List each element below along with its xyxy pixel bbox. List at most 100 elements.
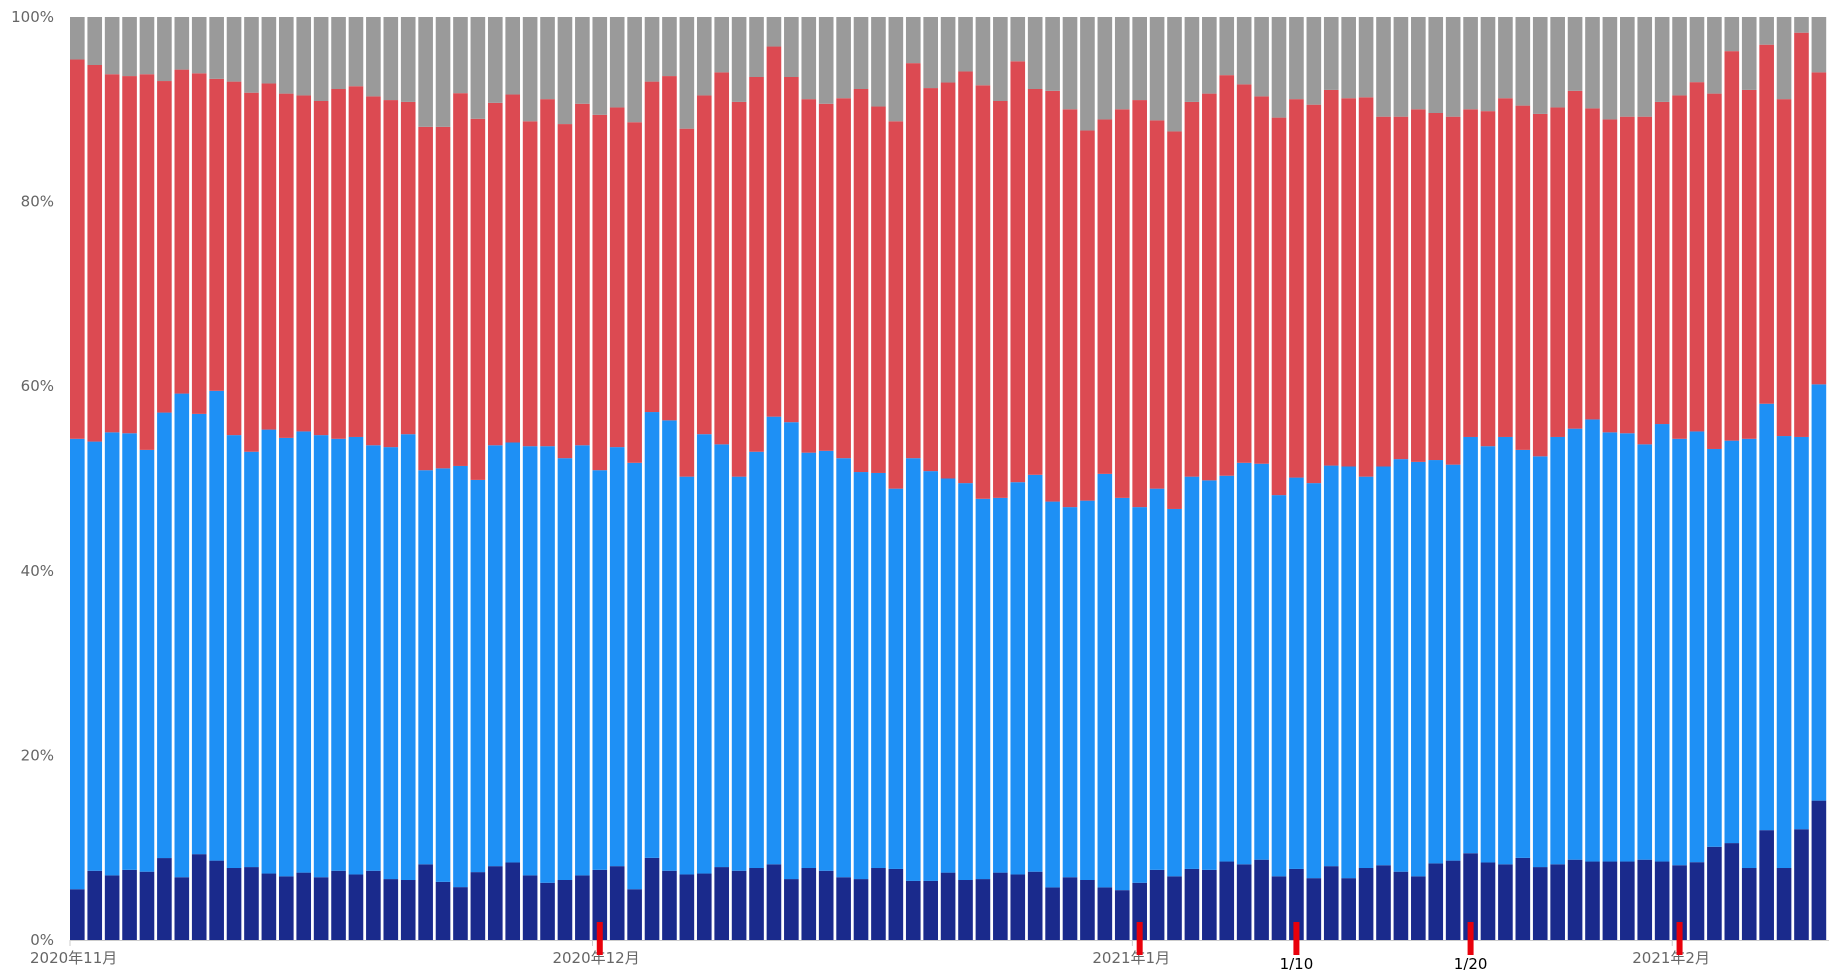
- bar-segment-s2-d23: [470, 118, 486, 480]
- bar-segment-s1-d46: [871, 472, 886, 868]
- bar-segment-s2-d31: [609, 107, 625, 448]
- bar-segment-s1-d31: [609, 447, 625, 867]
- bar-segment-s3-d67: [1236, 17, 1252, 85]
- bar-segment-s2-d61: [1132, 100, 1147, 508]
- bar-segment-s2-d66: [1219, 75, 1235, 476]
- bar-segment-s2-d75: [1376, 116, 1391, 467]
- bar-segment-s1-d79: [1445, 464, 1461, 861]
- x-tick-label: 2021年2月: [1632, 949, 1710, 967]
- bar-segment-s2-d79: [1445, 116, 1461, 465]
- bar-segment-s3-d8: [209, 17, 224, 79]
- bar-segment-s2-d10: [244, 92, 259, 452]
- bar-segment-s1-d78: [1428, 460, 1444, 864]
- bar-segment-s1-d62: [1149, 488, 1165, 870]
- bar-segment-s0-d22: [453, 887, 468, 940]
- bar-segment-s2-d74: [1358, 97, 1374, 477]
- bar-segment-s1-d80: [1463, 436, 1478, 854]
- bar-segment-s3-d98: [1776, 17, 1792, 100]
- bar-segment-s2-d51: [958, 71, 973, 484]
- bar-segment-s0-d99: [1794, 829, 1809, 940]
- bar-segment-s0-d38: [731, 870, 747, 940]
- bar-segment-s3-d61: [1132, 17, 1147, 101]
- bar-segment-s0-d86: [1567, 859, 1583, 940]
- bar-segment-s0-d28: [557, 880, 573, 940]
- bar-segment-s2-d91: [1654, 101, 1670, 425]
- bar-segment-s0-d50: [940, 872, 956, 940]
- bar-segment-s3-d33: [644, 17, 660, 82]
- bar-segment-s2-d41: [784, 77, 799, 423]
- bar-segment-s2-d94: [1707, 93, 1722, 449]
- bar-segment-s3-d95: [1724, 17, 1740, 52]
- bar-segment-s1-d27: [540, 446, 555, 883]
- bar-segment-s3-d44: [836, 17, 851, 99]
- bar-segment-s2-d46: [871, 106, 886, 473]
- bar-segment-s1-d52: [975, 498, 991, 880]
- bar-segment-s3-d62: [1149, 17, 1165, 121]
- bar-segment-s1-d49: [923, 471, 938, 881]
- bar-segment-s1-d70: [1289, 477, 1304, 869]
- bar-segment-s1-d17: [366, 445, 381, 871]
- bar-segment-s3-d23: [470, 17, 486, 119]
- bar-segment-s1-d24: [487, 445, 503, 867]
- axis-layer: 0% 20% 40% 60% 80% 100% 2020年11月 2020年12月 2021年1…: [11, 8, 1829, 967]
- bar-segment-s0-d26: [522, 875, 538, 940]
- bar-segment-s3-d17: [366, 17, 381, 97]
- bar-segment-s2-d56: [1045, 90, 1060, 502]
- annotation-label: 1/10: [1280, 955, 1314, 970]
- bar-segment-s1-d95: [1724, 440, 1740, 844]
- bar-segment-s1-d23: [470, 479, 486, 873]
- bar-segment-s0-d61: [1132, 882, 1147, 940]
- bar-segment-s3-d92: [1672, 17, 1687, 96]
- bar-segment-s3-d30: [592, 17, 608, 115]
- bar-segment-s1-d72: [1323, 465, 1339, 867]
- bar-segment-s2-d43: [818, 103, 834, 451]
- bar-segment-s0-d7: [191, 854, 207, 940]
- bar-segment-s3-d10: [244, 17, 259, 93]
- bar-segment-s0-d18: [383, 879, 399, 940]
- bar-segment-s2-d11: [261, 83, 277, 430]
- bar-segment-s0-d20: [418, 864, 433, 940]
- bar-segment-s2-d65: [1202, 93, 1217, 481]
- bar-segment-s2-d39: [749, 77, 764, 452]
- bar-segment-s0-d14: [313, 877, 329, 940]
- bar-segment-s1-d65: [1202, 480, 1217, 870]
- bar-segment-s3-d96: [1741, 17, 1757, 90]
- bar-segment-s3-d87: [1585, 17, 1600, 109]
- bar-segment-s2-d68: [1254, 96, 1269, 464]
- bar-segment-s2-d100: [1811, 72, 1827, 385]
- bar-segment-s2-d14: [313, 100, 329, 436]
- annotation-marker-layer: 1/10 1/20: [596, 922, 1683, 970]
- bar-segment-s2-d60: [1114, 109, 1130, 498]
- bar-segment-s3-d5: [157, 17, 172, 82]
- bar-segment-s3-d84: [1532, 17, 1548, 114]
- bar-segment-s2-d15: [331, 88, 346, 439]
- bar-segment-s3-d48: [905, 17, 921, 64]
- bar-segment-s1-d54: [1010, 482, 1026, 875]
- bar-segment-s3-d14: [313, 17, 329, 101]
- bar-segment-s3-d34: [662, 17, 677, 77]
- bar-segment-s2-d82: [1498, 98, 1513, 437]
- bar-segment-s2-d93: [1689, 82, 1705, 432]
- bar-segment-s3-d88: [1602, 17, 1618, 120]
- bar-segment-s1-d6: [174, 393, 190, 878]
- bar-segment-s0-d42: [801, 868, 817, 940]
- bar-segment-s2-d48: [905, 63, 921, 459]
- bar-segment-s2-d35: [679, 128, 695, 477]
- bar-segment-s0-d69: [1271, 876, 1287, 940]
- bar-segment-s2-d55: [1027, 88, 1043, 475]
- bar-segment-s0-d35: [679, 874, 695, 940]
- bar-segment-s1-d26: [522, 446, 538, 876]
- bar-segment-s0-d45: [853, 879, 869, 940]
- bar-segment-s0-d0: [70, 889, 85, 940]
- bar-segment-s0-d9: [226, 868, 242, 940]
- bar-segment-s0-d48: [905, 880, 921, 940]
- bar-segment-s2-d76: [1393, 116, 1409, 460]
- bar-segment-s3-d37: [714, 17, 730, 73]
- bar-segment-s0-d60: [1114, 890, 1130, 940]
- bar-segment-s1-d60: [1114, 497, 1130, 891]
- bar-segment-s1-d67: [1236, 462, 1252, 865]
- bar-segment-s2-d9: [226, 81, 242, 436]
- bar-segment-s1-d81: [1480, 446, 1496, 863]
- bar-segment-s2-d19: [400, 101, 416, 435]
